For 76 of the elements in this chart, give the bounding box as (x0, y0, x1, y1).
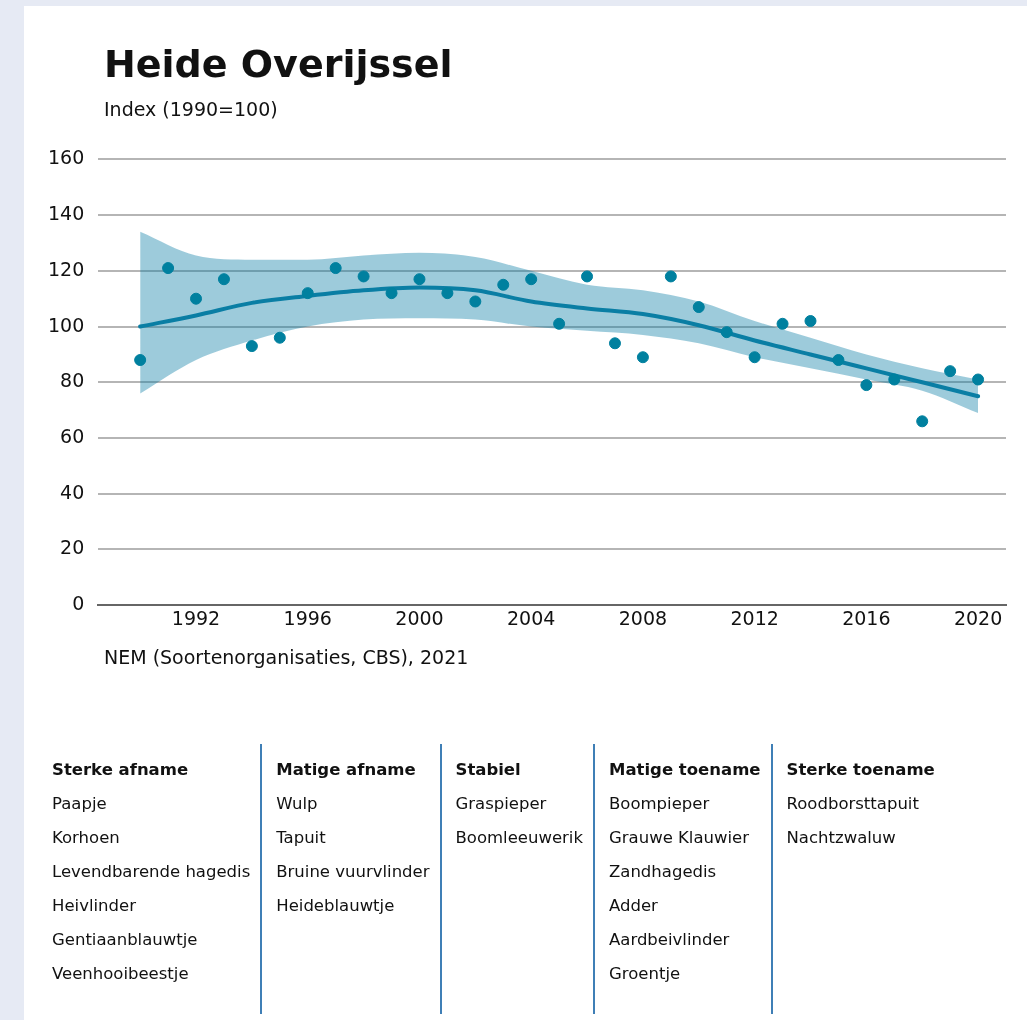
point (301, 287, 314, 300)
text: Boomleeuwerik (455, 828, 583, 847)
point (413, 273, 426, 286)
y-tick-label: 40 (60, 480, 85, 503)
x-tick-label: 2020 (953, 606, 1003, 629)
text: Paapje (52, 794, 107, 813)
text: Levendbarende hagedis (52, 862, 251, 881)
text: Heideblauwtje (276, 896, 395, 915)
category-label: Matige toename (609, 760, 761, 781)
text: NEM (Soortenorganisaties, CBS), 2021 (104, 646, 469, 668)
point (608, 337, 621, 350)
y-tick-label: 100 (48, 313, 85, 336)
point (664, 270, 677, 283)
text: Roodborsttapuit (786, 794, 919, 813)
text: Adder (609, 896, 658, 915)
point (804, 315, 817, 327)
y-tick-label: 0 (72, 592, 85, 615)
category-label: Sterke toename (786, 760, 935, 781)
category-label: Stabiel (455, 760, 522, 781)
point (329, 262, 342, 275)
text: Gentiaanblauwtje (52, 930, 198, 949)
x-tick-label: 2012 (730, 606, 779, 629)
x-tick-label: 1992 (171, 606, 221, 629)
point (525, 273, 538, 286)
y-tick-label: 20 (60, 536, 85, 559)
point (832, 354, 845, 367)
point (385, 287, 398, 300)
chart-title: Heide Overijssel (104, 42, 453, 86)
text: Graspieper (455, 794, 547, 813)
text: Groentje (609, 964, 681, 983)
point (888, 373, 901, 386)
x-tick-label: 2000 (395, 606, 444, 629)
text: Korhoen (52, 828, 120, 847)
text: Zandhagedis (609, 862, 717, 881)
text: Nachtzwaluw (786, 828, 896, 847)
point (245, 340, 258, 353)
x-tick-label: 1996 (283, 606, 332, 629)
point (217, 273, 230, 286)
y-tick-label: 160 (48, 146, 85, 169)
point (636, 351, 649, 364)
x-tick-label: 2016 (842, 606, 891, 629)
category-label: Sterke afname (52, 760, 190, 781)
point (748, 351, 761, 364)
point (273, 331, 286, 344)
point (720, 326, 733, 339)
y-tick-label: 140 (48, 202, 85, 225)
y-tick-label: 60 (60, 424, 85, 447)
category-label: Matige afname (276, 760, 417, 781)
text: Bruine vuurvlinder (276, 862, 430, 881)
text: Boompieper (609, 794, 710, 813)
text: Wulp (276, 794, 318, 813)
point (916, 415, 929, 428)
text: Aardbeivlinder (609, 930, 730, 949)
point (972, 373, 985, 386)
y-tick-label: 80 (60, 369, 85, 392)
point (190, 292, 203, 305)
point (497, 278, 510, 291)
point (860, 379, 873, 392)
y-tick-label: 120 (48, 257, 85, 280)
point (944, 365, 957, 378)
point (692, 301, 705, 314)
point (581, 270, 594, 283)
text: Grauwe Klauwier (609, 828, 750, 847)
point (357, 270, 370, 283)
chart-subtitle: Index (1990=100) (104, 98, 278, 120)
text: Heivlinder (52, 896, 136, 915)
x-tick-label: 2008 (618, 606, 668, 629)
text: Tapuit (276, 828, 326, 847)
text: Veenhooibeestje (52, 964, 189, 983)
point (776, 317, 789, 330)
point (441, 287, 454, 300)
x-tick-label: 2004 (507, 606, 556, 629)
point (553, 317, 566, 330)
point (162, 262, 175, 275)
point (134, 354, 147, 367)
point (469, 295, 482, 308)
